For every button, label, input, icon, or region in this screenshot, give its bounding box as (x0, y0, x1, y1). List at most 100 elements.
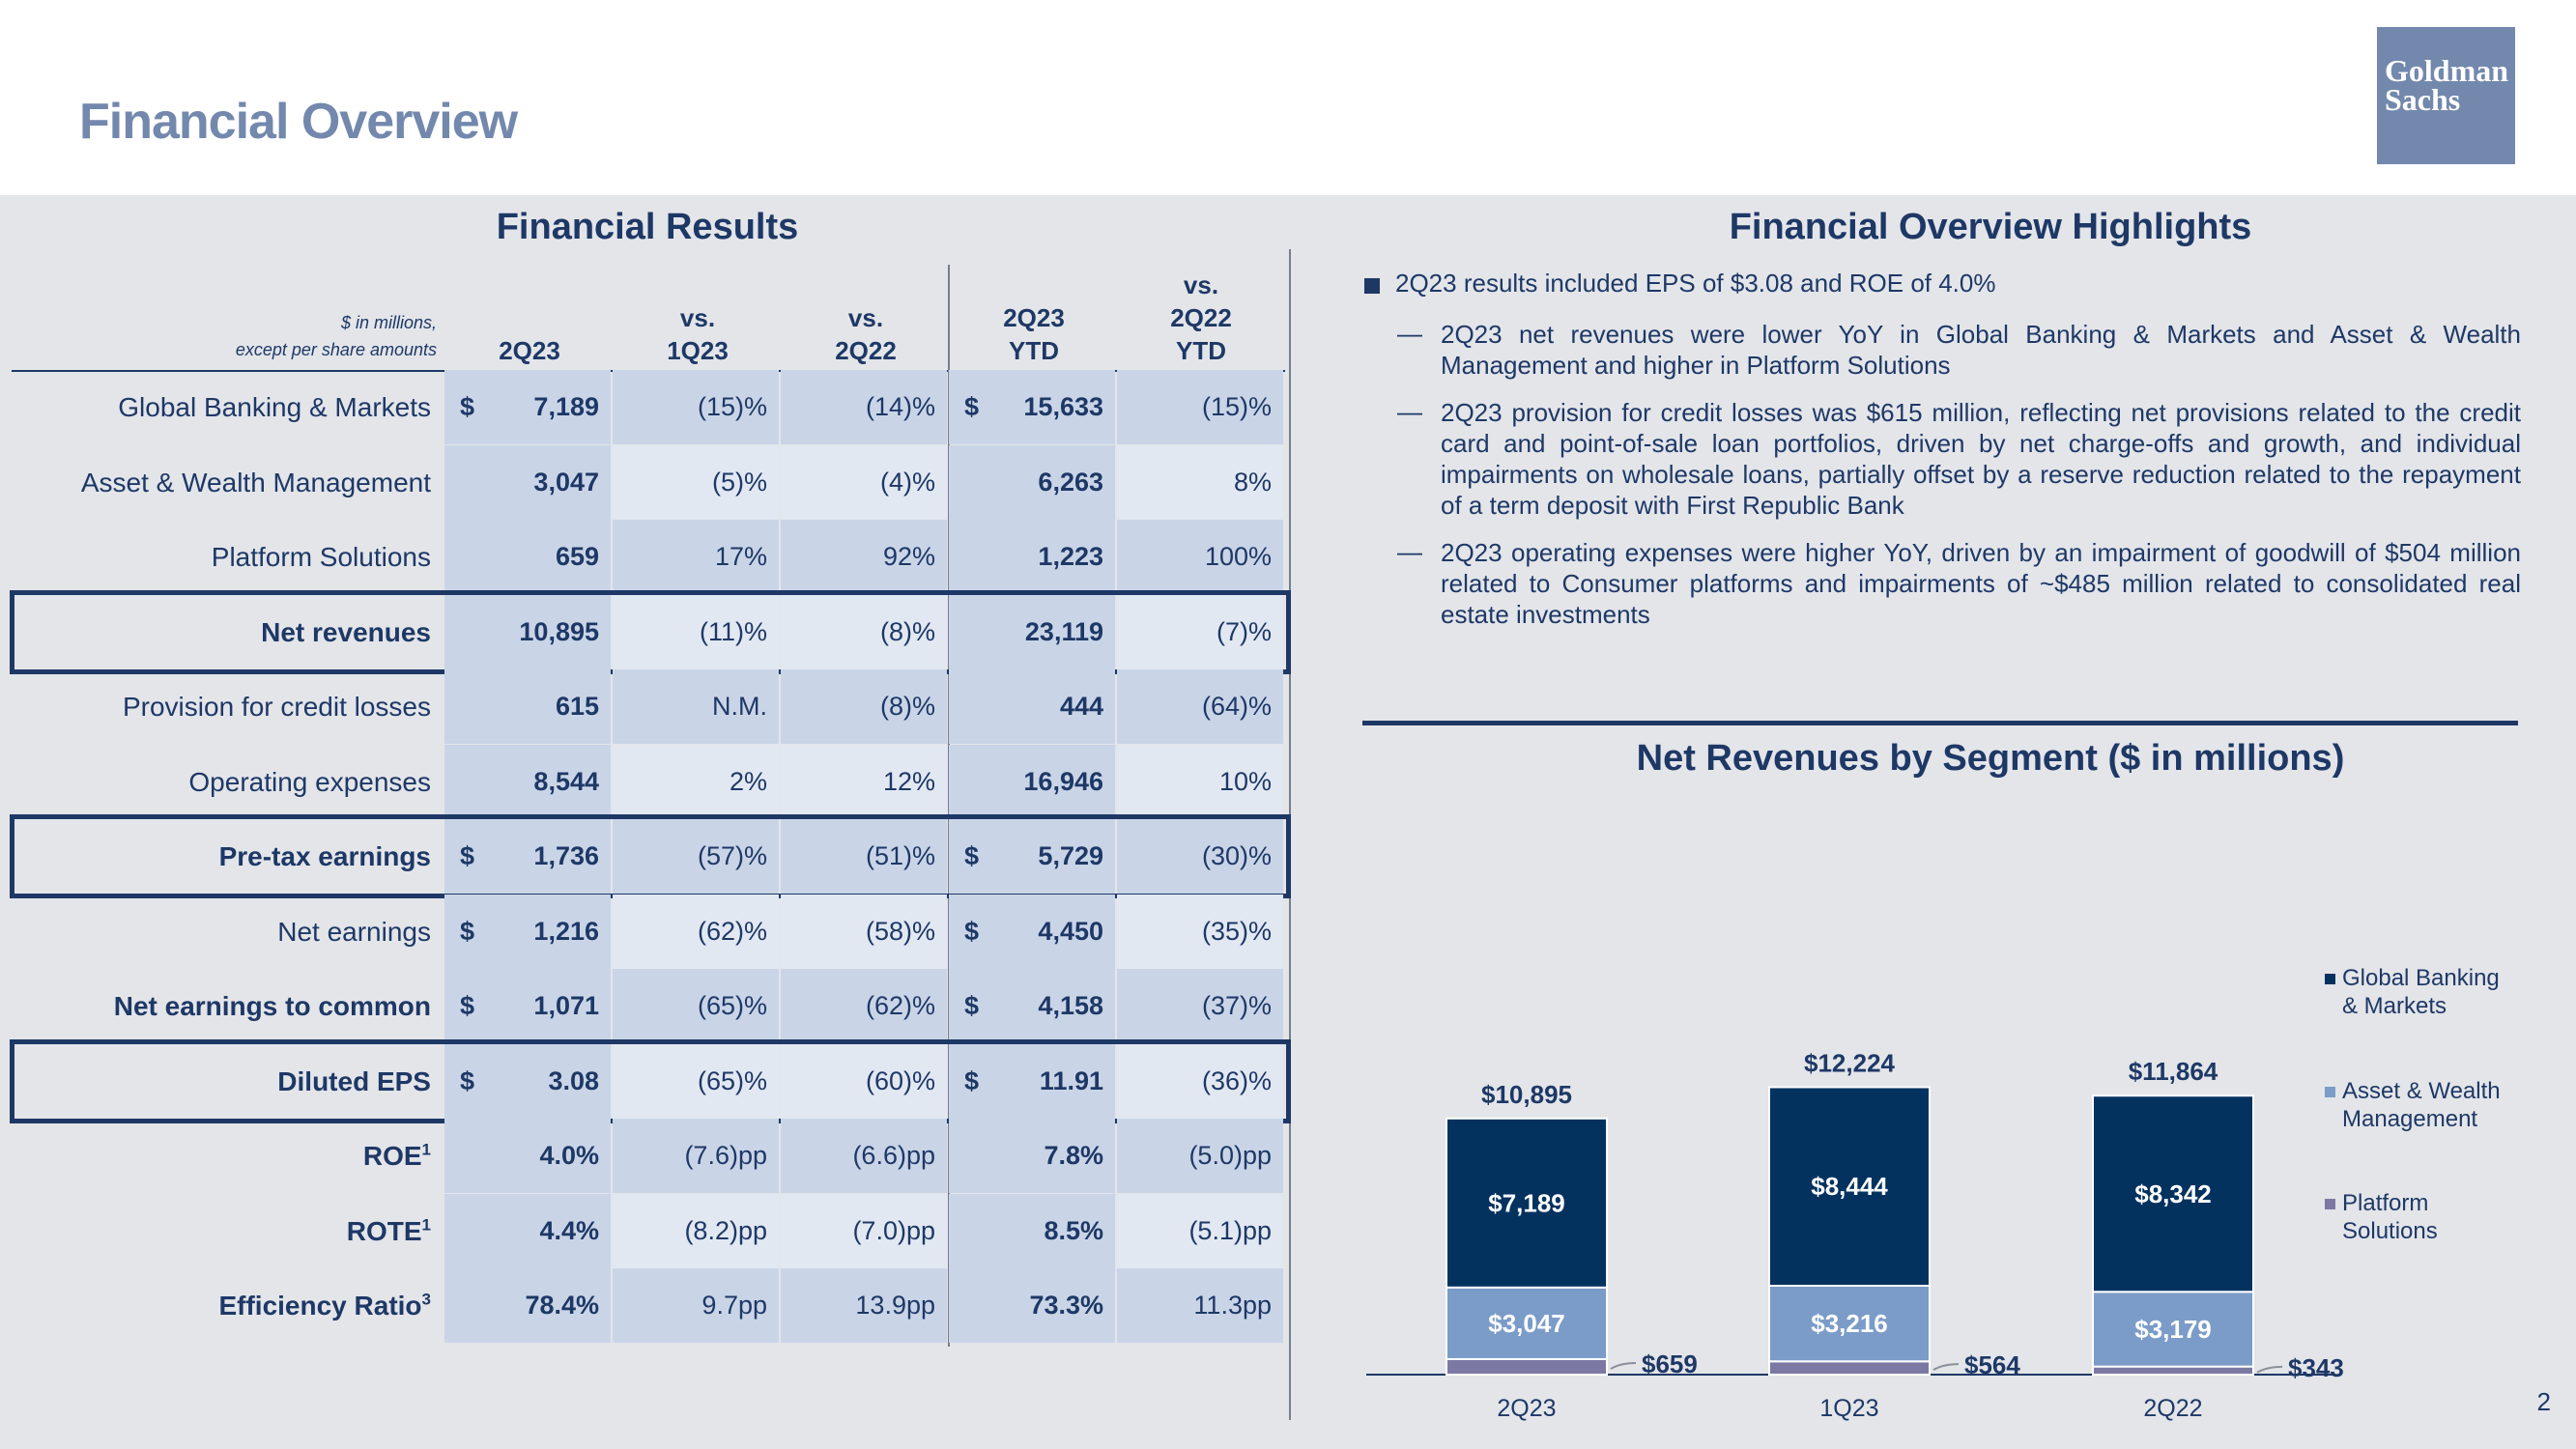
table-cell: $7,189 (444, 370, 611, 444)
table-cell: 92% (781, 520, 947, 594)
cell-value: 10,895 (519, 616, 599, 646)
bar-asset-wealth-management-1Q23 (1768, 1284, 1931, 1363)
table-cell: (11)% (613, 594, 779, 669)
cell-value: 9.7pp (701, 1291, 767, 1320)
table-cell: 6,263 (949, 444, 1115, 520)
table-row: Global Banking & Markets $7,189 (15)% (14)%… (12, 370, 1285, 444)
table-cell: (14)% (781, 370, 947, 444)
table-cell: 16,946 (949, 744, 1115, 819)
table-cell: 8,544 (444, 744, 611, 819)
table-cell: (36)% (1117, 1043, 1283, 1119)
footnote-marker: 1 (421, 1140, 431, 1159)
table-cell: (35)% (1117, 894, 1283, 969)
column-header-2-line3: 1Q23 (667, 336, 729, 365)
cell-value: 1,071 (533, 991, 599, 1020)
row-label: Net revenues (12, 595, 431, 669)
table-cell: (60)% (781, 1043, 947, 1119)
cell-value: 12% (882, 766, 935, 796)
page-number: 2 (2536, 1387, 2551, 1416)
cell-value: 10% (1218, 766, 1272, 796)
row-label: Operating expenses (12, 745, 431, 819)
cell-value: 4,450 (1038, 916, 1103, 946)
row-label: Efficiency Ratio3 (12, 1268, 431, 1343)
dollar-sign: $ (964, 991, 980, 1020)
legend-ps-swatch (2325, 1199, 2335, 1209)
dash-1: — (1397, 319, 1422, 348)
leader-line (1932, 1363, 1960, 1372)
legend-ps-line1: Platform (2342, 1190, 2429, 1216)
table-cell: 8% (1117, 444, 1283, 520)
table-cell: 12% (781, 744, 947, 819)
legend-awm-line2: Management (2342, 1106, 2478, 1132)
cell-value: 5,729 (1038, 841, 1103, 870)
column-header-3-line3: 2Q22 (835, 336, 897, 365)
footnote-marker: 3 (421, 1290, 431, 1309)
table-cell: 3,047 (444, 444, 611, 520)
ps-segment-label: $564 (1964, 1350, 2020, 1379)
cell-value: 8.5% (1044, 1215, 1103, 1245)
table-row: ROTE1 4.4% (8.2)pp (7.0)pp 8.5% (5.1)pp (12, 1193, 1285, 1268)
total-label: $12,224 (1804, 1048, 1896, 1077)
cell-value: 16,946 (1023, 766, 1103, 796)
dash-2: — (1397, 397, 1422, 426)
goldman-sachs-logo: Goldman Sachs (2377, 27, 2515, 164)
legend-awm-line1: Asset & Wealth (2342, 1078, 2501, 1104)
cell-value: (5)% (711, 467, 767, 497)
highlights-title: Financial Overview Highlights (1729, 207, 2252, 247)
bar-global-banking-markets-2Q23 (1445, 1117, 1608, 1289)
table-cell: (15)% (613, 370, 779, 444)
table-cell: $3.08 (444, 1043, 611, 1119)
leader-line (1610, 1361, 1637, 1370)
table-cell: $15,633 (949, 370, 1115, 444)
table-cell: (8)% (781, 594, 947, 669)
segment-label: $7,189 (1488, 1188, 1565, 1217)
total-label: $10,895 (1481, 1080, 1572, 1109)
row-label-text: Asset & Wealth Management (80, 467, 431, 497)
unit-note-line1: $ in millions, (340, 313, 437, 332)
legend-gbm-line1: Global Banking (2342, 965, 2500, 991)
logo-line-1: Goldman (2385, 53, 2509, 88)
sub-bullet-3: 2Q23 operating expenses were higher YoY,… (1441, 538, 2521, 629)
column-header-5-line3: YTD (1176, 336, 1226, 365)
sub-bullet-2: 2Q23 provision for credit losses was $61… (1441, 398, 2521, 520)
table-cell: (15)% (1117, 370, 1283, 444)
cell-value: 444 (1059, 692, 1103, 721)
segment-label: $3,047 (1488, 1309, 1565, 1338)
footnote-marker: 1 (421, 1215, 431, 1235)
sub-bullet-1: 2Q23 net revenues were lower YoY in Glob… (1441, 320, 2521, 380)
table-cell: 1,223 (949, 520, 1115, 594)
table-cell: $1,216 (444, 894, 611, 969)
row-label-text: Platform Solutions (211, 542, 431, 572)
cell-value: (15)% (697, 392, 767, 421)
table-cell: (4)% (781, 444, 947, 520)
cell-value: (65)% (697, 991, 767, 1020)
bar-platform-solutions-2Q23 (1445, 1357, 1608, 1377)
row-label: Pre-tax earnings (12, 819, 431, 894)
row-label: Net earnings to common (12, 969, 431, 1043)
legend-gbm-swatch (2325, 974, 2335, 984)
dollar-sign: $ (964, 392, 980, 421)
segment-label: $3,216 (1811, 1309, 1888, 1338)
highlight-box (10, 814, 1291, 898)
column-header-5-line1: vs. (1183, 270, 1219, 299)
table-cell: $5,729 (949, 819, 1115, 894)
bar-asset-wealth-management-2Q23 (1445, 1286, 1608, 1360)
cell-value: 11.3pp (1193, 1291, 1272, 1320)
bar-global-banking-markets-1Q23 (1768, 1086, 1931, 1287)
cell-value: (11)% (699, 616, 767, 646)
cell-value: 1,223 (1038, 542, 1103, 571)
cell-value: (5.0)pp (1188, 1141, 1272, 1170)
table-cell: 8.5% (949, 1193, 1115, 1268)
chart-title: Net Revenues by Segment ($ in millions) (1636, 738, 2345, 779)
bar-platform-solutions-1Q23 (1768, 1360, 1931, 1376)
table-row: Net earnings $1,216 (62)% (58)% $4,450 (35)% (12, 894, 1285, 969)
cell-value: (14)% (865, 392, 935, 421)
table-row: Net revenues 10,895 (11)% (8)% 23,119 (7)% (12, 594, 1285, 669)
row-label-text: Global Banking & Markets (118, 392, 431, 422)
main-bullet: 2Q23 results included EPS of $3.08 and R… (1395, 269, 1996, 298)
cell-value: (8.2)pp (684, 1215, 767, 1245)
table-row: Provision for credit losses 615 N.M. (8)% 44… (12, 669, 1285, 744)
cell-value: (37)% (1201, 991, 1272, 1020)
table-cell: $4,158 (949, 969, 1115, 1043)
cell-value: 8,544 (533, 766, 599, 796)
